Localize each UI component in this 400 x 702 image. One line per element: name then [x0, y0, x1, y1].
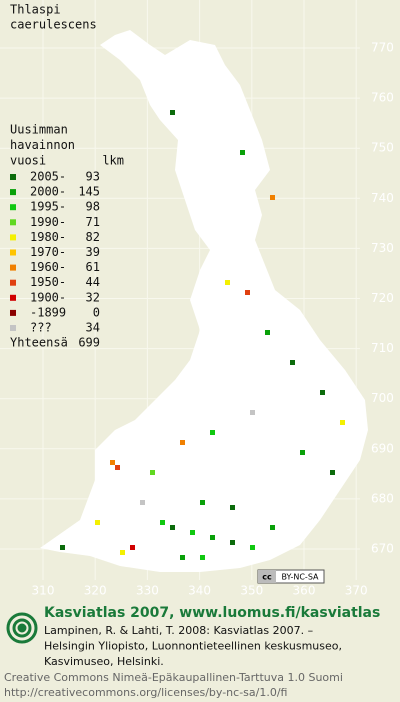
license: Creative Commons Nimeä-Epäkaupallinen-Ta…: [4, 671, 343, 684]
east-label: 330: [136, 584, 159, 598]
legend-count: 44: [86, 275, 100, 289]
legend-label: 1990-: [30, 215, 66, 229]
species-name: caerulescens: [10, 18, 97, 32]
north-label: 750: [371, 141, 394, 155]
legend-swatch: [10, 309, 16, 316]
legend-heading: Uusimman: [10, 123, 68, 137]
north-label: 670: [371, 542, 394, 556]
site: Kasviatlas 2007, www.luomus.fi/kasviatla…: [44, 605, 380, 621]
legend-count-heading: lkm: [102, 154, 124, 168]
license-badge: cc BY-NC-SA: [257, 569, 325, 584]
north-label: 740: [371, 191, 394, 205]
legend-count: 145: [78, 185, 100, 199]
north-label: 720: [371, 291, 394, 305]
legend-swatch: [10, 234, 16, 241]
legend-count: 71: [86, 215, 100, 229]
legend-swatch: [10, 264, 16, 271]
legend-label: 2000-: [30, 185, 66, 199]
legend-label: 2005-: [30, 170, 66, 184]
north-label: 730: [371, 241, 394, 255]
citation: Kasvimuseo, Helsinki.: [44, 655, 164, 668]
legend-label: 1980-: [30, 230, 66, 244]
badge-icon: cc: [262, 573, 272, 582]
legend-swatch: [10, 219, 16, 226]
legend-label: 1900-: [30, 290, 66, 304]
citation: Helsingin Yliopisto, Luonnontieteellinen…: [44, 640, 342, 653]
east-label: 370: [345, 584, 368, 598]
east-label: 320: [84, 584, 107, 598]
north-label: 770: [371, 41, 394, 55]
north-label: 690: [371, 441, 394, 455]
north-label: 710: [371, 341, 394, 355]
legend-label: -1899: [30, 305, 66, 319]
total-label: Yhteensä: [10, 336, 68, 350]
legend-label: 1970-: [30, 245, 66, 259]
legend-count: 93: [86, 170, 100, 184]
legend-label: 1950-: [30, 275, 66, 289]
legend-swatch: [10, 204, 16, 211]
legend-count: 61: [86, 260, 100, 274]
legend-label: 1960-: [30, 260, 66, 274]
legend-swatch: [10, 279, 16, 286]
total-count: 699: [78, 336, 100, 350]
east-label: 340: [188, 584, 211, 598]
legend-swatch: [10, 294, 16, 301]
license: http://creativecommons.org/licenses/by-n…: [4, 686, 287, 699]
east-label: 350: [240, 584, 263, 598]
legend-label: 1995-: [30, 200, 66, 214]
finland: [40, 30, 368, 572]
legend-swatch: [10, 325, 16, 331]
legend-label: ???: [30, 321, 52, 335]
east-label: 310: [32, 584, 55, 598]
legend-swatch: [10, 174, 16, 180]
legend-swatch: [10, 249, 16, 256]
north-label: 760: [371, 91, 394, 105]
legend-count: 82: [86, 230, 100, 244]
north-label: 680: [371, 491, 394, 505]
occurrence-squares: [60, 110, 345, 560]
badge-icon-bg: [258, 570, 276, 583]
legend-count: 34: [86, 321, 100, 335]
legend-count: 98: [86, 200, 100, 214]
east-label: 360: [293, 584, 316, 598]
badge-text: BY-NC-SA: [281, 573, 319, 582]
legend-heading: vuosi: [10, 154, 46, 168]
legend-swatch: [10, 189, 16, 196]
logo: [6, 612, 38, 644]
legend-count: 0: [93, 305, 100, 319]
north-label: 700: [371, 391, 394, 405]
citation: Lampinen, R. & Lahti, T. 2008: Kasviatla…: [44, 624, 313, 637]
legend-heading: havainnon: [10, 138, 75, 152]
legend-count: 32: [86, 290, 100, 304]
species-name: Thlaspi: [10, 3, 61, 17]
legend-count: 39: [86, 245, 100, 259]
